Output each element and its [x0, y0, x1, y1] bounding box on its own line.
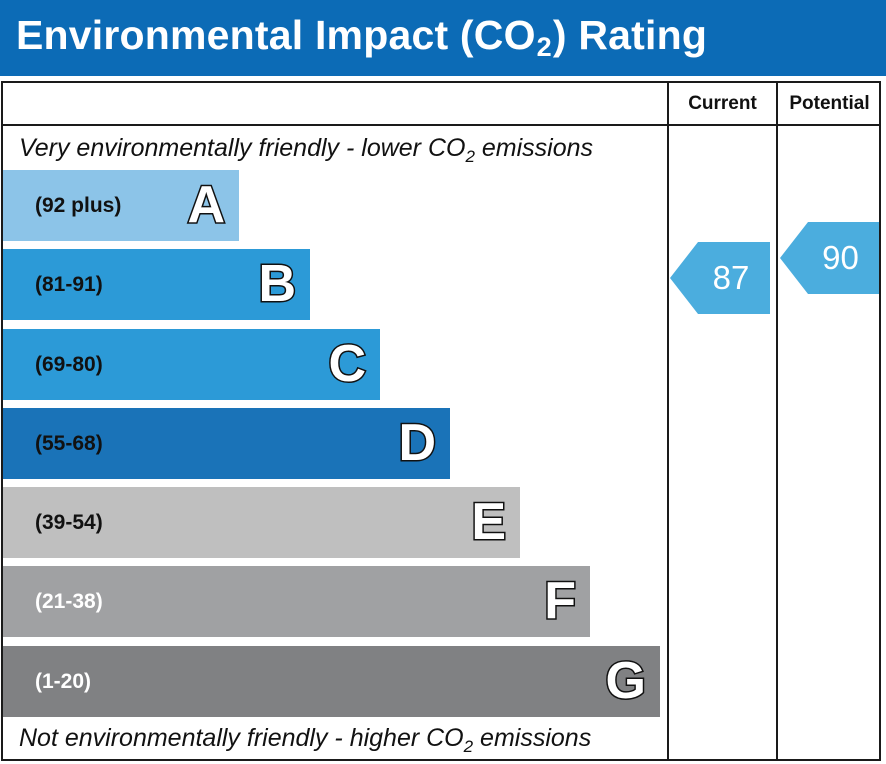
column-header-current: Current — [688, 93, 757, 114]
band-range-label: (39-54) — [35, 511, 103, 534]
band-letter: D — [397, 413, 438, 474]
band-f: (21-38) F — [3, 566, 590, 637]
current-rating-value: 87 — [712, 259, 750, 296]
band-g: (1-20) G — [3, 646, 660, 717]
band-range-label: (1-20) — [35, 670, 92, 693]
band-letter: F — [543, 571, 578, 632]
header-row-divider — [1, 124, 881, 126]
band-b: (81-91) B — [3, 249, 310, 320]
current-arrow-shape — [670, 242, 770, 314]
band-d: (55-68) D — [3, 408, 450, 479]
potential-rating-indicator: 90 — [780, 222, 879, 294]
band-c: (69-80) C — [3, 329, 380, 400]
column-divider-potential — [776, 81, 778, 761]
chart-frame — [1, 81, 881, 761]
bottom-note: Not environmentally friendly - higher CO… — [19, 724, 592, 756]
band-range-label: (92 plus) — [35, 194, 122, 217]
band-range-label: (81-91) — [35, 273, 103, 296]
column-header-potential: Potential — [789, 93, 870, 114]
band-letter: A — [186, 175, 227, 236]
column-divider-current — [667, 81, 669, 761]
band-letter: E — [470, 492, 508, 553]
band-e: (39-54) E — [3, 487, 520, 558]
band-letter: C — [327, 334, 368, 395]
band-range-label: (69-80) — [35, 353, 103, 376]
current-rating-indicator: 87 — [670, 242, 770, 314]
band-range-label: (55-68) — [35, 432, 103, 455]
band-a: (92 plus) A — [3, 170, 239, 241]
potential-rating-value: 90 — [822, 239, 859, 276]
page-title: Environmental Impact (CO2) Rating — [16, 12, 708, 62]
potential-arrow-shape — [780, 222, 879, 294]
band-range-label: (21-38) — [35, 590, 103, 613]
band-letter: G — [604, 651, 647, 712]
top-note: Very environmentally friendly - lower CO… — [19, 134, 594, 166]
header-bar: Environmental Impact (CO2) Rating — [0, 0, 886, 76]
band-letter: B — [257, 254, 298, 315]
